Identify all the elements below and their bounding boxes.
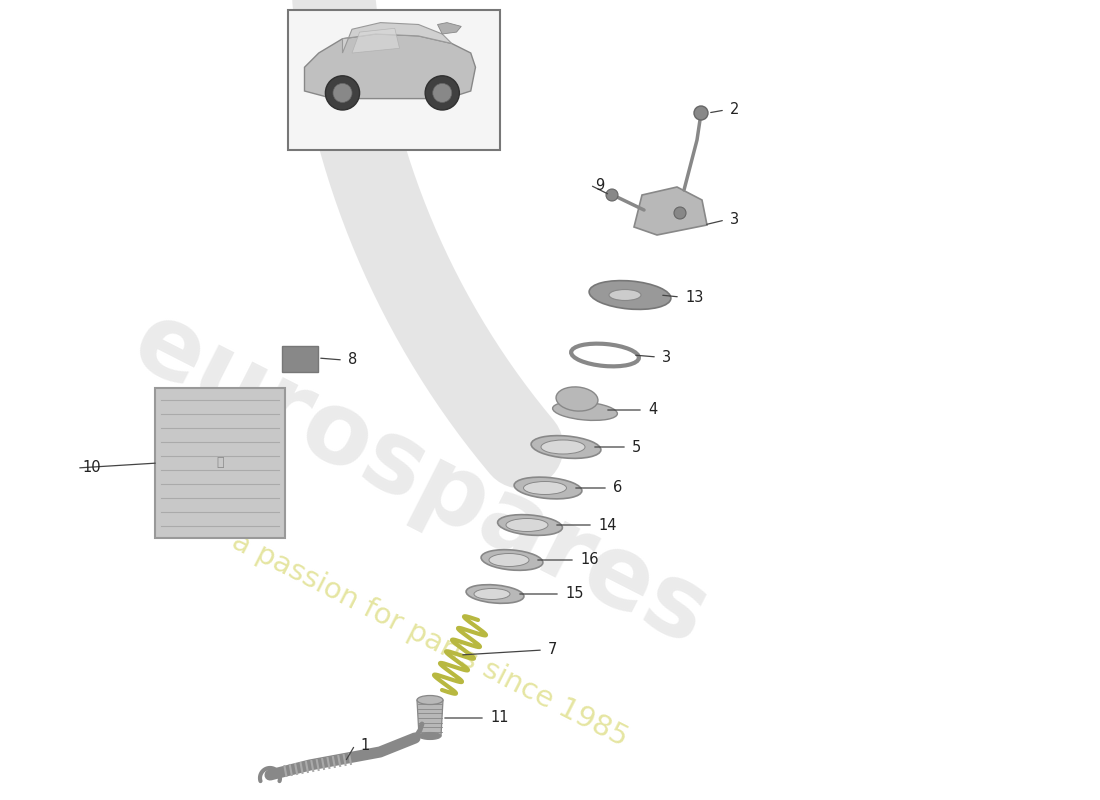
Text: a passion for parts since 1985: a passion for parts since 1985 [228,527,632,753]
Ellipse shape [474,589,510,599]
Text: 14: 14 [598,518,616,533]
Circle shape [425,76,460,110]
Text: 5: 5 [632,439,641,454]
Ellipse shape [552,402,617,421]
Ellipse shape [466,585,524,603]
Circle shape [694,106,708,120]
Text: 15: 15 [565,586,583,602]
Circle shape [326,76,360,110]
Ellipse shape [497,514,562,535]
Polygon shape [305,34,475,98]
Ellipse shape [417,695,443,705]
Text: 13: 13 [685,290,703,305]
Circle shape [333,83,352,102]
Bar [288,10,500,150]
Text: 1: 1 [360,738,370,753]
Ellipse shape [531,436,601,458]
Text: 3: 3 [730,213,739,227]
Text: 8: 8 [348,353,358,367]
Ellipse shape [490,554,529,566]
Text: 6: 6 [613,481,623,495]
Circle shape [606,189,618,201]
Ellipse shape [514,477,582,499]
Bar [155,388,285,538]
Ellipse shape [557,387,598,411]
Ellipse shape [609,290,641,301]
Text: ⬦: ⬦ [217,457,223,470]
Circle shape [432,83,452,102]
Text: 9: 9 [595,178,604,193]
Ellipse shape [541,440,585,454]
Polygon shape [342,22,452,53]
Ellipse shape [590,281,671,310]
Ellipse shape [506,518,548,531]
Text: 11: 11 [490,710,508,726]
Circle shape [674,207,686,219]
Text: eurospares: eurospares [117,294,724,666]
Polygon shape [438,22,461,34]
Ellipse shape [419,733,441,739]
Text: 2: 2 [730,102,739,118]
Text: 3: 3 [662,350,671,365]
Text: 4: 4 [648,402,658,418]
Polygon shape [634,187,707,235]
Polygon shape [352,28,399,53]
Text: 16: 16 [580,553,598,567]
Text: 10: 10 [82,461,100,475]
Ellipse shape [481,550,543,570]
Ellipse shape [524,482,567,494]
Polygon shape [417,700,443,736]
Text: 7: 7 [548,642,558,658]
Bar [282,346,318,372]
